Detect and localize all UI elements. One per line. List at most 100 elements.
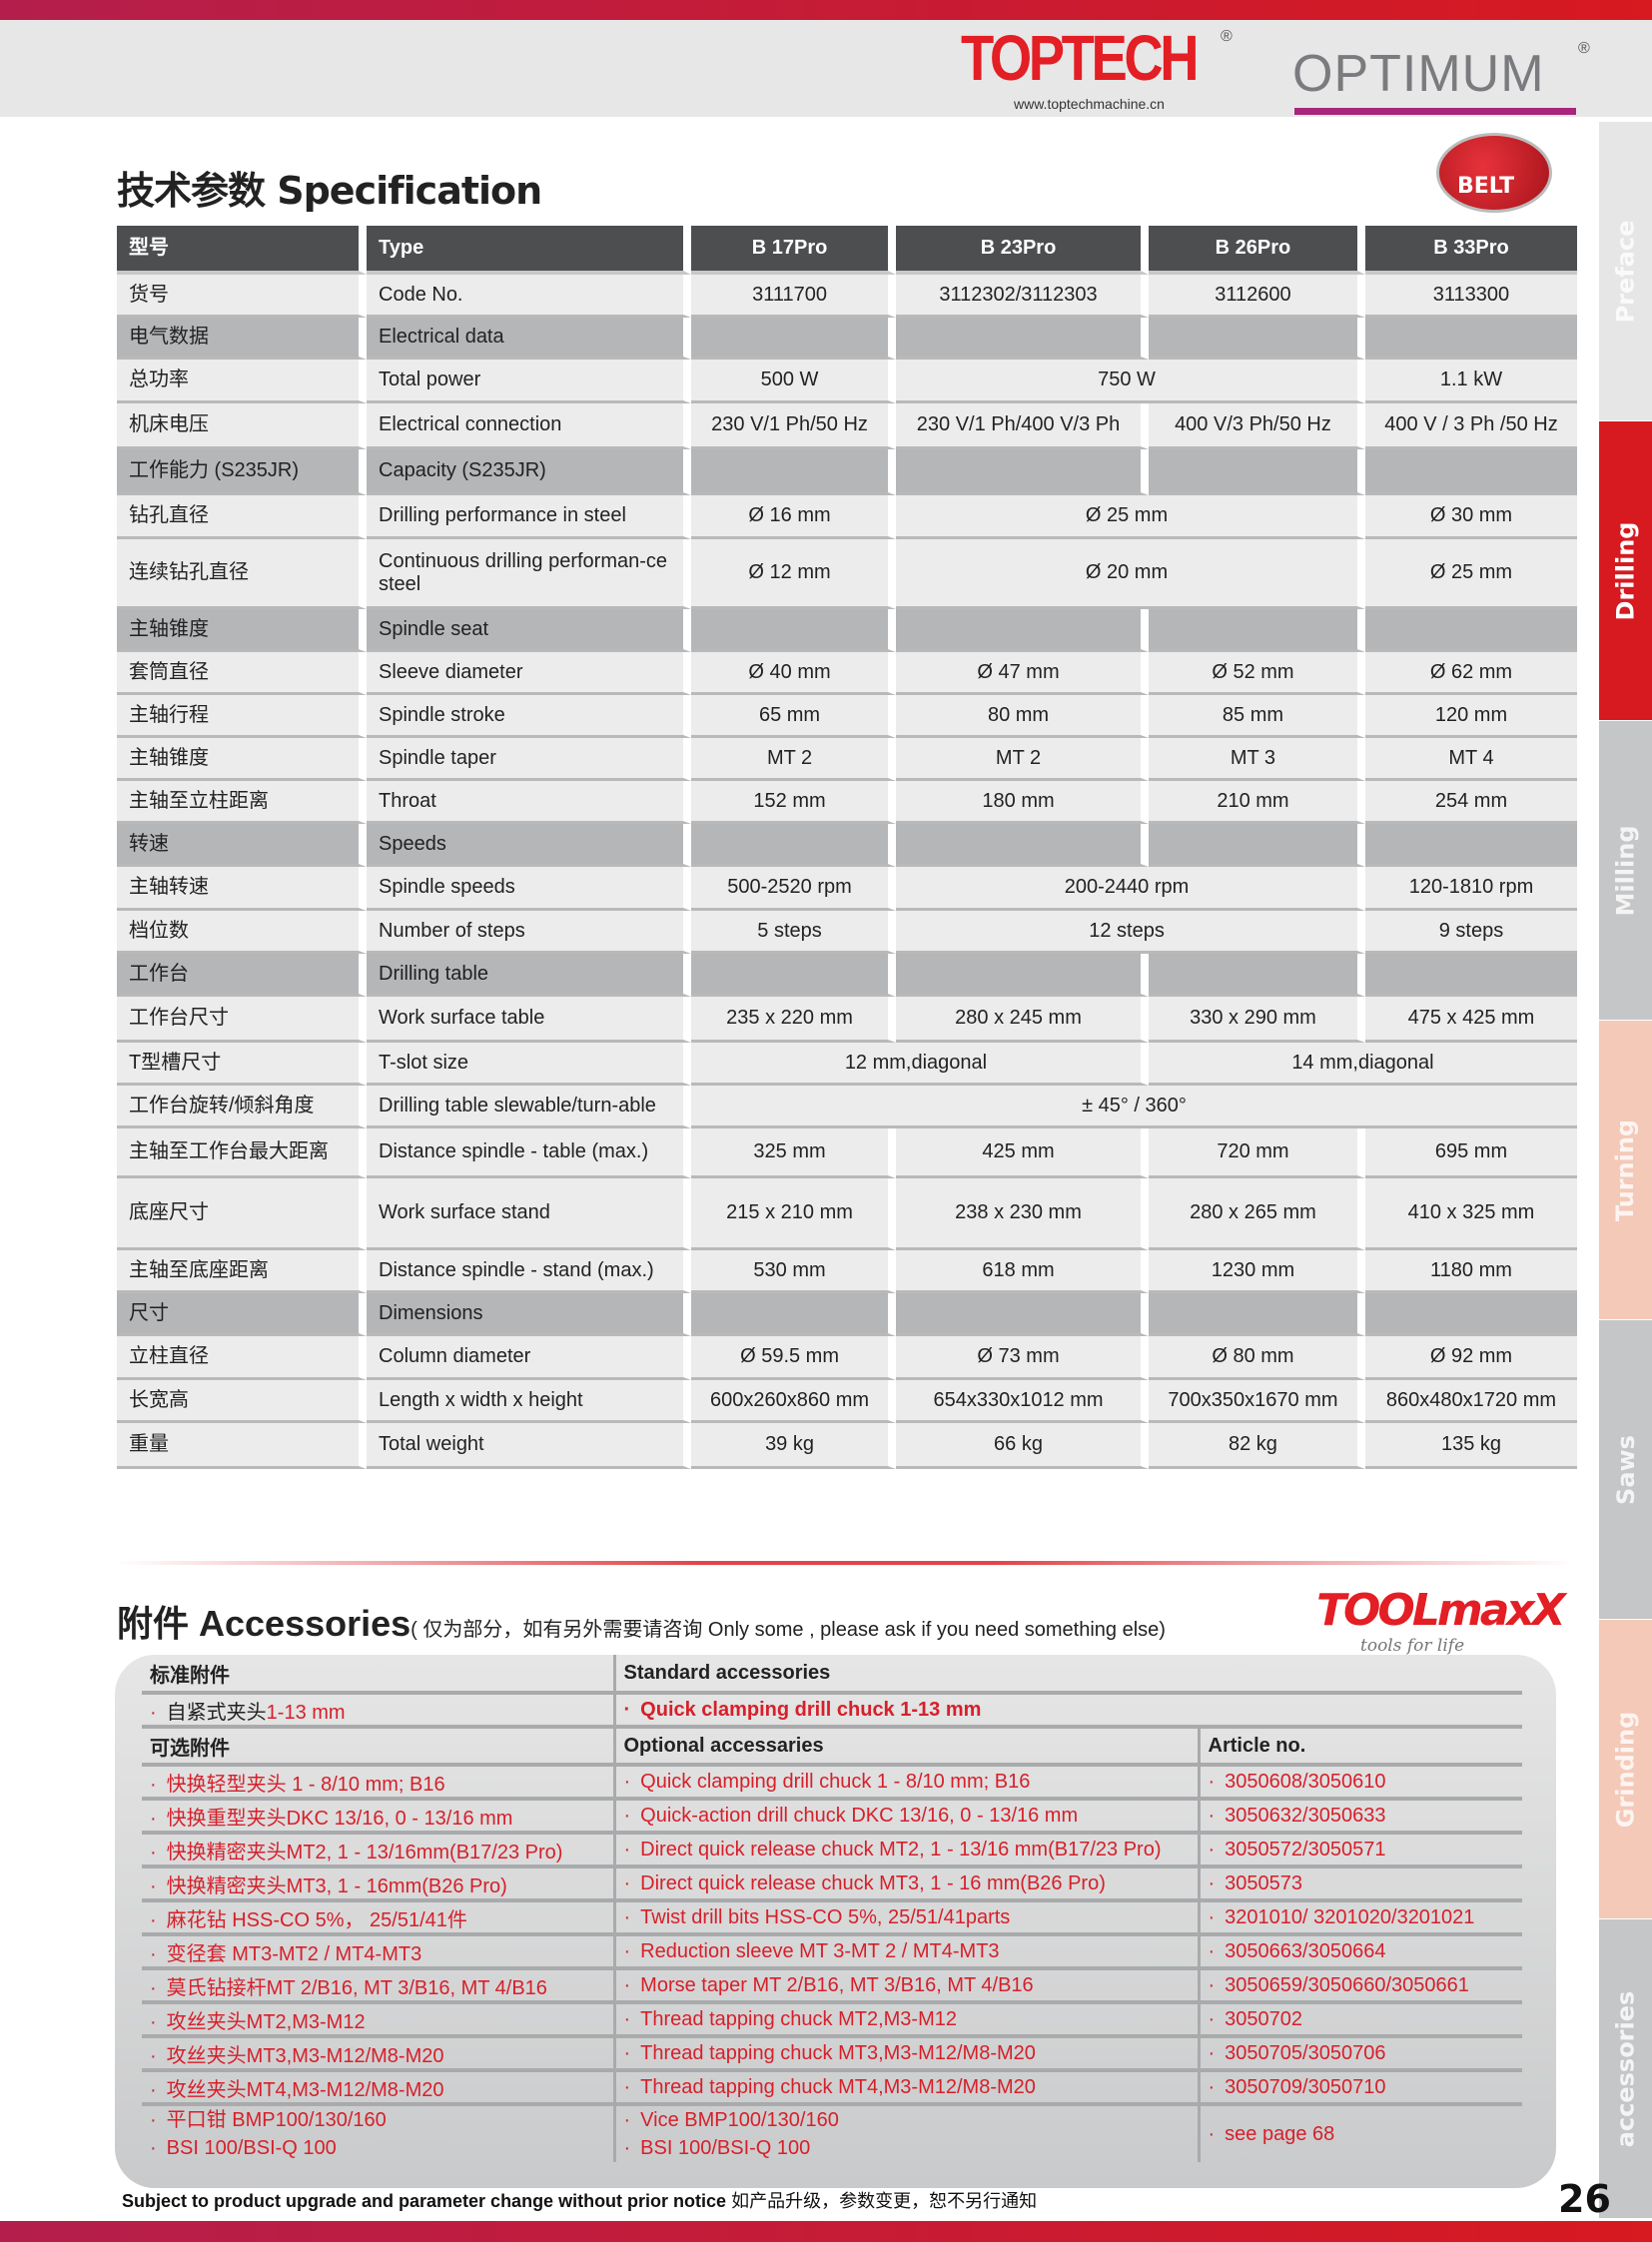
article-number: 3050572/3050571 — [1197, 1833, 1522, 1868]
section-row: 工作台 Drilling table — [117, 954, 1577, 997]
value-cell: 82 kg — [1148, 1423, 1365, 1469]
value-cell: MT 3 — [1148, 738, 1365, 781]
section-row: 工作能力 (S235JR) Capacity (S235JR) — [117, 449, 1577, 495]
value-cell: Ø 16 mm — [691, 495, 897, 539]
empty-cell — [1364, 824, 1577, 867]
accessory-name-cn: 快换精密夹头MT2, 1 - 13/16mm(B17/23 Pro) — [142, 1833, 614, 1868]
value-cell: 3112600 — [1148, 275, 1365, 318]
article-number: 3050663/3050664 — [1197, 1934, 1522, 1970]
toolmaxx-tagline: tools for life — [1360, 1636, 1465, 1656]
accessory-row: 变径套 MT3-MT2 / MT4-MT3Reduction sleeve MT… — [142, 1934, 1522, 1970]
value-cell: Ø 52 mm — [1148, 652, 1365, 695]
empty-cell — [896, 318, 1149, 360]
value-cell: MT 4 — [1364, 738, 1577, 781]
empty-cell — [896, 449, 1149, 495]
accessory-name-cn: 快换重型夹头DKC 13/16, 0 - 13/16 mm — [142, 1799, 614, 1835]
side-tab-milling[interactable]: Milling — [1599, 721, 1652, 1021]
section-divider — [115, 1561, 1576, 1565]
side-tab-turning[interactable]: Turning — [1599, 1021, 1652, 1320]
accessory-name-en: Thread tapping chuck MT2,M3-M12 — [612, 2002, 1199, 2038]
empty-cell — [896, 609, 1149, 652]
param-name-cn: 主轴行程 — [117, 695, 367, 738]
table-row: 主轴至底座距离 Distance spindle - stand (max.) 53… — [117, 1250, 1577, 1293]
value-cell: Ø 12 mm — [691, 539, 897, 609]
param-name-cn: 立柱直径 — [117, 1336, 367, 1380]
value-cell: 750 W — [896, 360, 1365, 403]
empty-cell — [1364, 954, 1577, 997]
accessory-name-en: Reduction sleeve MT 3-MT 2 / MT4-MT3 — [612, 1934, 1199, 1970]
accessory-name-en: Quick clamping drill chuck 1 - 8/10 mm; … — [612, 1765, 1199, 1801]
side-tab-drilling[interactable]: Drilling — [1599, 421, 1652, 721]
empty-cell — [1148, 449, 1365, 495]
param-name-cn: 档位数 — [117, 911, 367, 954]
section-row: 转速 Speeds — [117, 824, 1577, 867]
side-tab-label: Saws — [1611, 1434, 1640, 1505]
param-name-cn: 工作能力 (S235JR) — [117, 449, 367, 495]
param-name-en: Column diameter — [367, 1336, 691, 1380]
side-tab-preface[interactable]: Preface — [1599, 122, 1652, 421]
top-color-bar — [0, 0, 1652, 20]
table-row: 立柱直径 Column diameter Ø 59.5 mm Ø 73 mm Ø 80 … — [117, 1336, 1577, 1380]
empty-cell — [896, 954, 1149, 997]
page-title: 技术参数 Specification — [117, 169, 542, 213]
accessory-name-cn: 麻花钻 HSS-CO 5%， 25/51/41件 — [142, 1900, 614, 1936]
param-name-en: Electrical data — [367, 318, 691, 360]
model-header: B 33Pro — [1364, 226, 1577, 275]
empty-cell — [1364, 609, 1577, 652]
value-cell: 9 steps — [1364, 911, 1577, 954]
value-cell: 3113300 — [1364, 275, 1577, 318]
empty-cell — [1364, 449, 1577, 495]
model-header: B 17Pro — [691, 226, 897, 275]
accessory-row: 快换精密夹头MT3, 1 - 16mm(B26 Pro)Direct quick… — [142, 1867, 1522, 1902]
registered-mark: ® — [1578, 40, 1590, 57]
empty-cell — [691, 318, 897, 360]
table-row: 货号 Code No. 3111700 3112302/3112303 3112600 3… — [117, 275, 1577, 318]
registered-mark: ® — [1221, 28, 1233, 45]
toolmaxx-logo: TOOLmaxX tools for life — [1316, 1586, 1566, 1662]
value-cell: 152 mm — [691, 781, 897, 824]
accessory-row: 攻丝夹头MT4,M3-M12/M8-M20Thread tapping chuc… — [142, 2070, 1522, 2106]
accessory-name-en: Vice BMP100/130/160 — [624, 2106, 1190, 2134]
param-name-en: Sleeve diameter — [367, 652, 691, 695]
empty-cell — [691, 449, 897, 495]
accessory-row: 快换精密夹头MT2, 1 - 13/16mm(B17/23 Pro)Direct… — [142, 1833, 1522, 1868]
optional-header-en: Optional accessaries — [612, 1727, 1199, 1767]
accessory-name-en: BSI 100/BSI-Q 100 — [624, 2134, 1190, 2162]
accessories-note: ( 仅为部分，如有另外需要请咨询 Only some , please ask … — [411, 1619, 1166, 1641]
accessory-name-en: Thread tapping chuck MT3,M3-M12/M8-M20 — [612, 2036, 1199, 2072]
footer-notice-en: Subject to product upgrade and parameter… — [122, 2191, 727, 2211]
accessory-name-en: Quick-action drill chuck DKC 13/16, 0 - … — [612, 1799, 1199, 1835]
side-tab-saws[interactable]: Saws — [1599, 1320, 1652, 1620]
accessory-name-cn: 变径套 MT3-MT2 / MT4-MT3 — [142, 1934, 614, 1970]
accessory-row: 攻丝夹头MT3,M3-M12/M8-M20Thread tapping chuc… — [142, 2036, 1522, 2072]
value-cell: 135 kg — [1364, 1423, 1577, 1469]
accessory-name-cn: 攻丝夹头MT2,M3-M12 — [142, 2002, 614, 2038]
accessory-name-cn: 莫氏钻接杆MT 2/B16, MT 3/B16, MT 4/B16 — [142, 1968, 614, 2004]
side-tab-grinding[interactable]: Grinding — [1599, 1620, 1652, 1919]
param-name-en: Work surface stand — [367, 1178, 691, 1250]
bottom-color-bar — [0, 2221, 1652, 2242]
empty-cell — [1364, 318, 1577, 360]
table-row: 重量 Total weight 39 kg 66 kg 82 kg 135 kg — [117, 1423, 1577, 1469]
param-name-en: Continuous drilling performan-ce steel — [367, 539, 691, 609]
value-cell: Ø 30 mm — [1364, 495, 1577, 539]
param-name-cn: 连续钻孔直径 — [117, 539, 367, 609]
param-name-cn: 主轴至立柱距离 — [117, 781, 367, 824]
see-page-link[interactable]: see page 68 — [1197, 2104, 1522, 2162]
footer-notice-cn: 如产品升级，参数变更，恕不另行通知 — [731, 2191, 1038, 2211]
section-row: 主轴锥度 Spindle seat — [117, 609, 1577, 652]
standard-item-en: Quick clamping drill chuck 1-13 mm — [612, 1693, 1522, 1729]
value-cell: 5 steps — [691, 911, 897, 954]
param-name-en: Code No. — [367, 275, 691, 318]
side-tab-label: Turning — [1611, 1119, 1640, 1221]
article-number: 3050608/3050610 — [1197, 1765, 1522, 1801]
value-cell: 180 mm — [896, 781, 1149, 824]
accessory-name-cn: 攻丝夹头MT3,M3-M12/M8-M20 — [142, 2036, 614, 2072]
article-number: 3050573 — [1197, 1867, 1522, 1902]
side-tab-accessories[interactable]: accessories — [1599, 1919, 1652, 2219]
param-name-en: Drilling table slewable/turn-able — [367, 1086, 691, 1128]
table-row: 机床电压 Electrical connection 230 V/1 Ph/50 H… — [117, 403, 1577, 449]
toptech-url: www.toptechmachine.cn — [1014, 96, 1165, 112]
section-row: 电气数据 Electrical data — [117, 318, 1577, 360]
empty-cell — [1148, 318, 1365, 360]
